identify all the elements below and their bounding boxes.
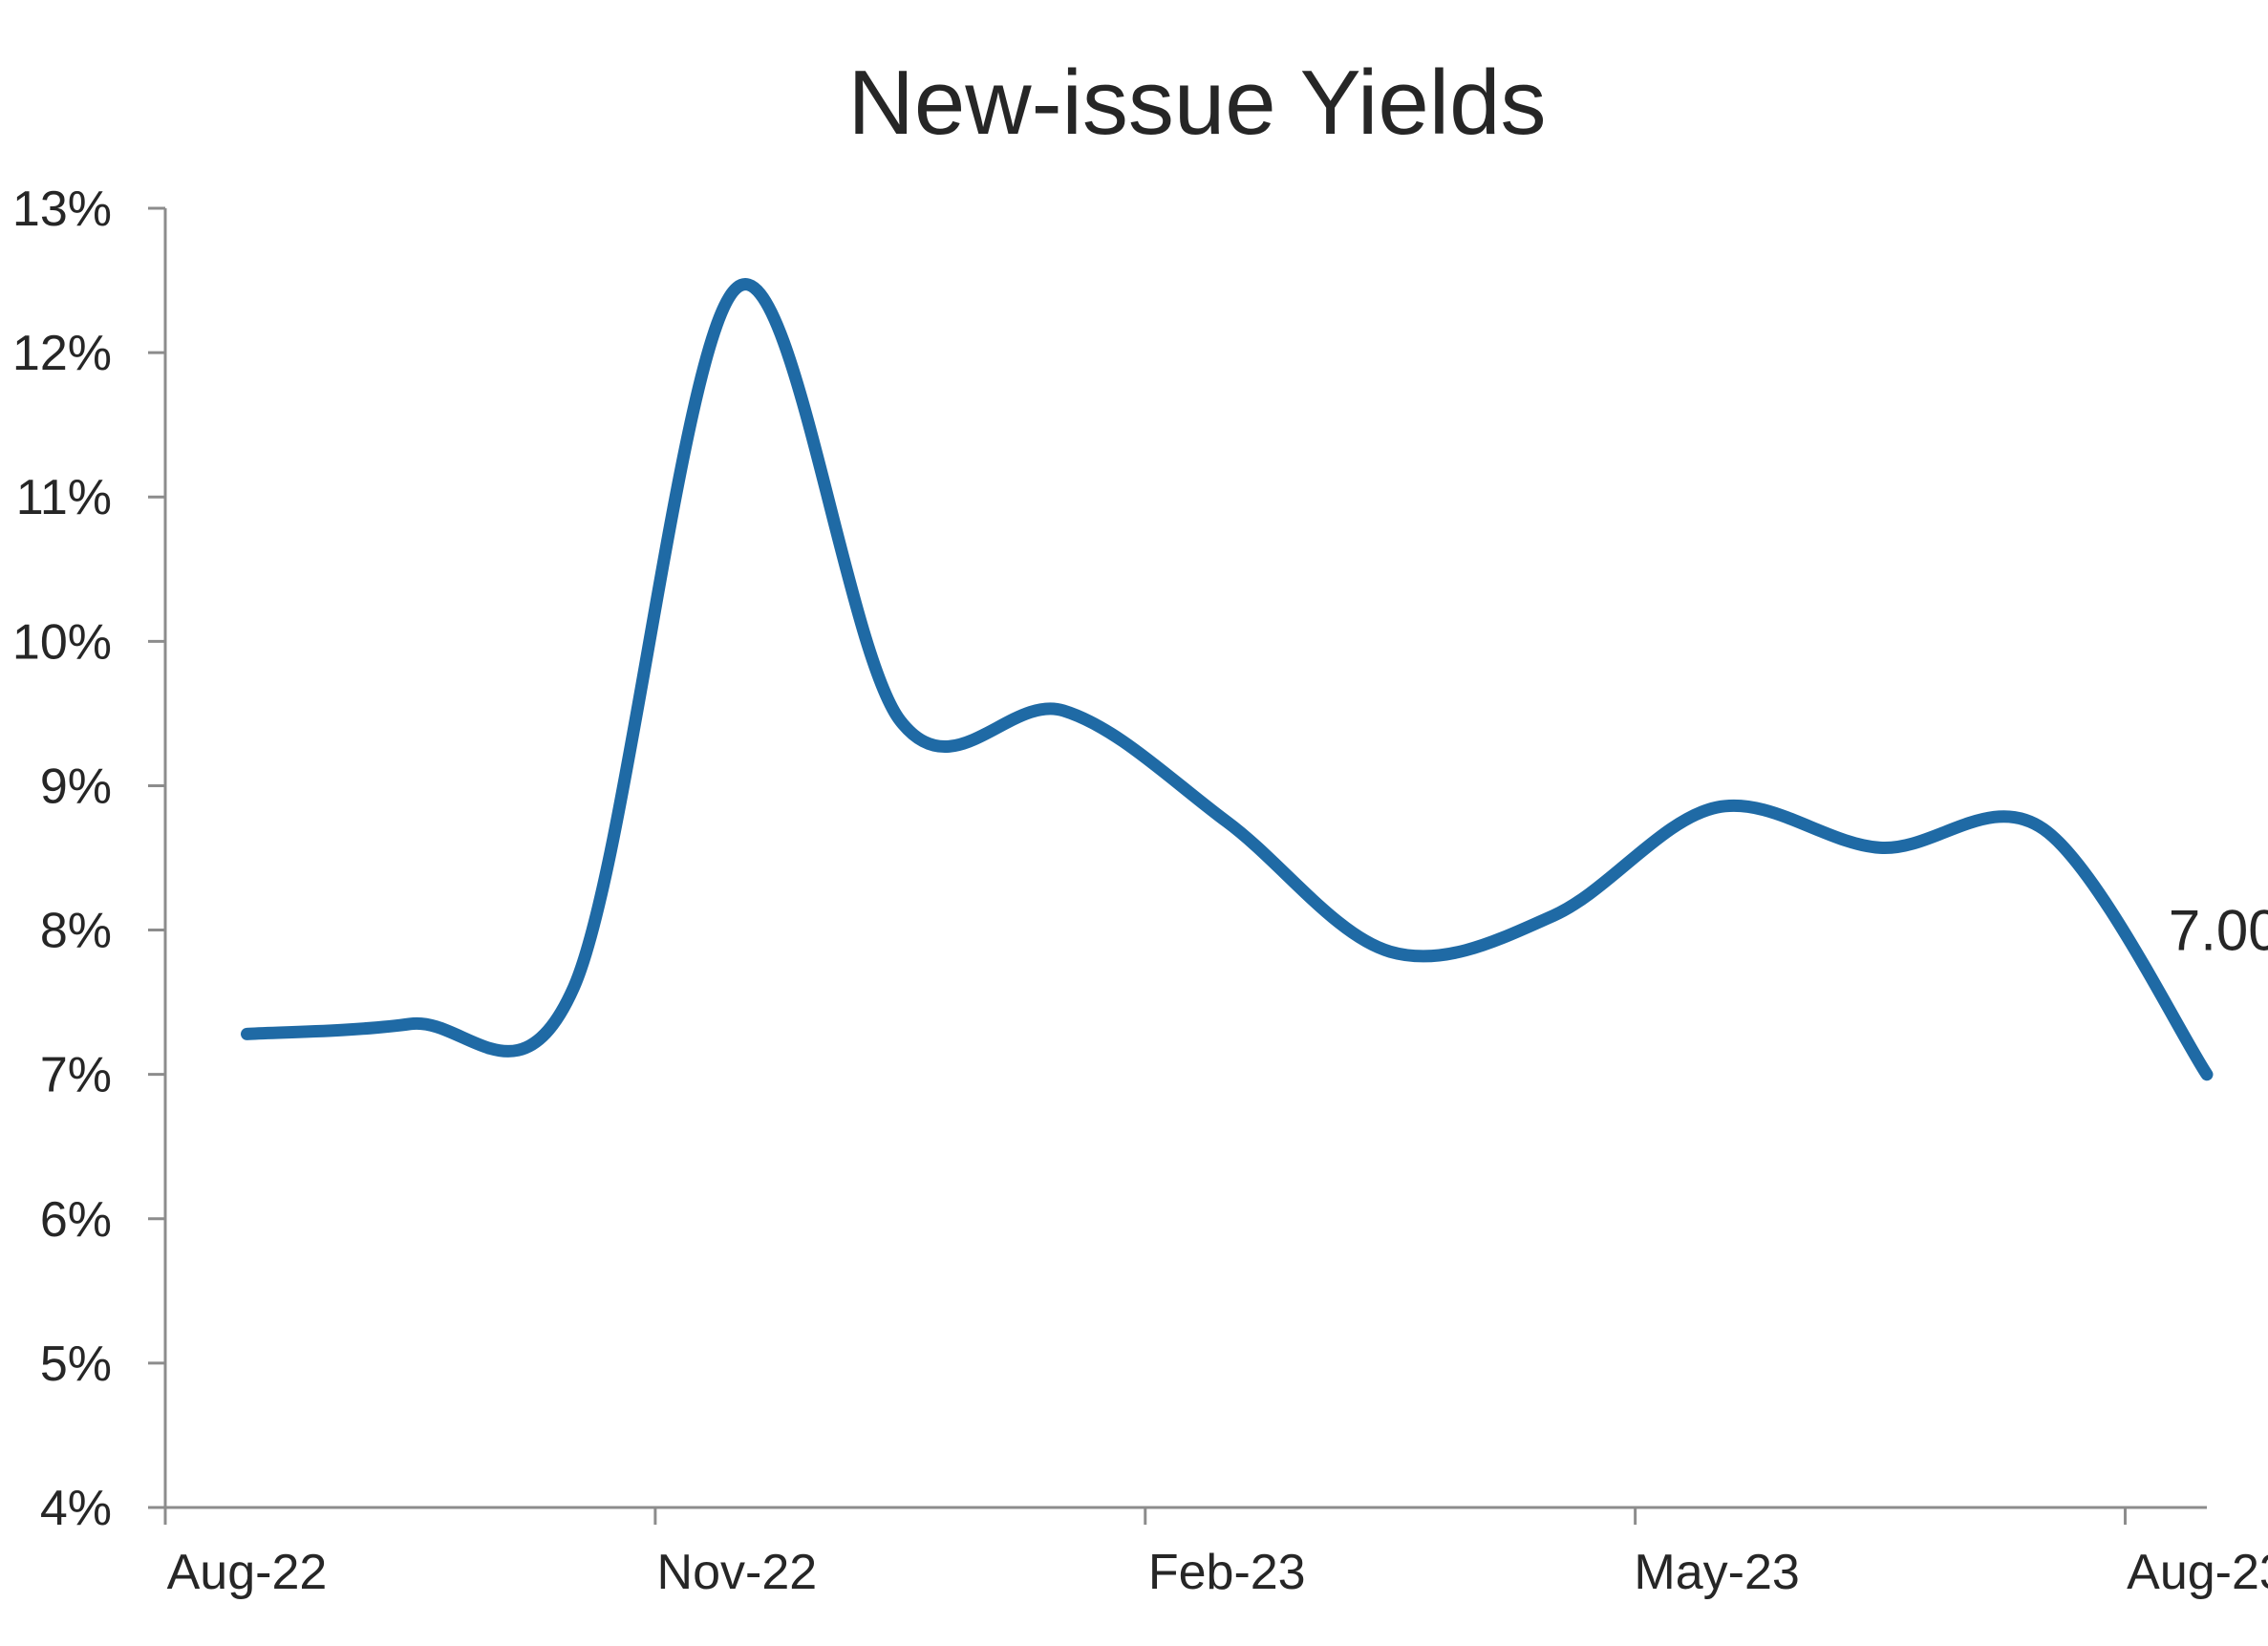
x-tick-label: Feb-23: [1148, 1545, 1306, 1600]
y-tick-label: 8%: [40, 904, 112, 959]
series-line-0: [241, 278, 2214, 1081]
data-point: [1716, 806, 1718, 808]
y-tick-label: 11%: [16, 470, 112, 525]
x-tick-label: Aug-22: [167, 1545, 328, 1600]
chart-title: New-issue Yields: [848, 52, 1547, 154]
data-point: [1062, 710, 1064, 712]
y-tick-label: 7%: [40, 1048, 112, 1103]
data-point: [1879, 846, 1881, 848]
y-tick-label: 9%: [40, 759, 112, 814]
x-axis: Aug-22 Nov-22 Feb-23 May-23 Aug-23: [163, 1506, 2268, 1600]
data-point: [2043, 828, 2044, 830]
data-point: [1389, 951, 1391, 952]
data-labels: 7.00%: [2169, 899, 2268, 963]
data-point: [2206, 1074, 2208, 1076]
y-tick-label: 12%: [12, 326, 112, 381]
y-tick-label: 5%: [40, 1336, 112, 1392]
x-tick-label: May-23: [1634, 1545, 1799, 1600]
data-point: [572, 987, 574, 989]
x-tick-label: Aug-23: [2127, 1545, 2268, 1600]
series-group: [241, 278, 2214, 1081]
data-point: [1226, 821, 1228, 823]
data-point: [1552, 914, 1554, 916]
data-point: [409, 1023, 411, 1025]
x-tick-label: Nov-22: [657, 1545, 818, 1600]
data-point: [899, 719, 901, 721]
data-point: [246, 1033, 247, 1035]
y-tick-label: 13%: [12, 182, 112, 237]
y-tick-label: 6%: [40, 1192, 112, 1248]
data-label: 7.00%: [2169, 899, 2268, 963]
data-point: [736, 287, 738, 289]
y-axis: 4% 5% 6% 7% 8% 9% 10% 11% 12% 13%: [12, 182, 167, 1536]
y-tick-label: 10%: [12, 614, 112, 670]
y-tick-label: 4%: [40, 1481, 112, 1536]
